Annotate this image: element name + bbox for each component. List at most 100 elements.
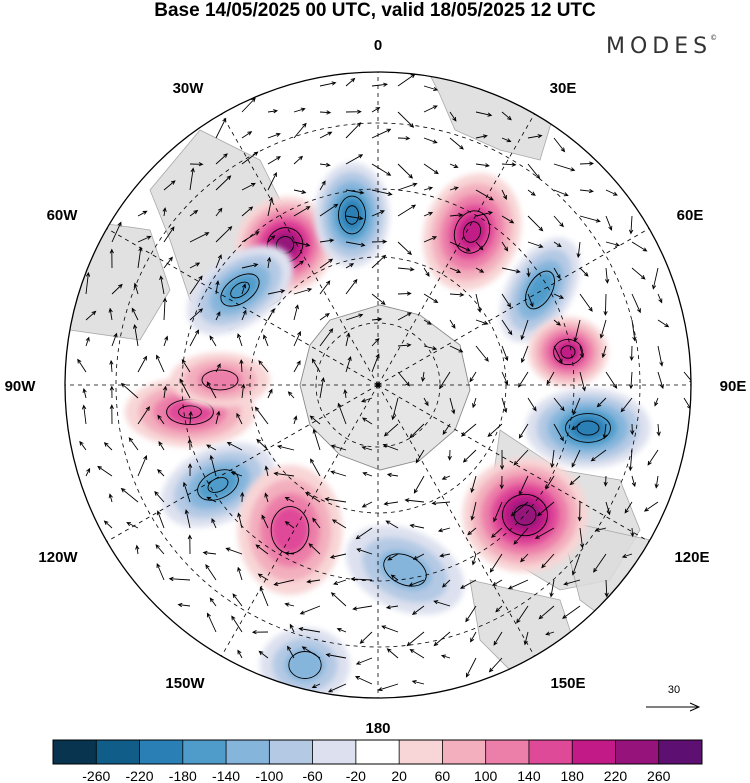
wind-vector bbox=[189, 262, 201, 269]
wind-vector bbox=[630, 423, 635, 436]
wind-vector bbox=[293, 330, 301, 347]
wind-vector bbox=[156, 354, 165, 373]
wind-vector bbox=[97, 465, 113, 477]
wind-vector bbox=[82, 387, 87, 399]
wind-vector bbox=[449, 319, 456, 329]
wind-vector bbox=[330, 444, 347, 451]
wind-vector bbox=[135, 544, 140, 555]
wind-vector bbox=[501, 111, 512, 121]
wind-vector bbox=[631, 319, 637, 342]
wind-vector bbox=[413, 475, 425, 494]
wind-vector bbox=[593, 553, 607, 573]
wind-vector bbox=[569, 475, 581, 486]
wind-vector bbox=[128, 437, 139, 451]
wind-vector bbox=[319, 328, 334, 347]
colorbar-segment bbox=[485, 740, 530, 764]
wind-vector bbox=[81, 404, 87, 425]
wind-vector bbox=[187, 534, 193, 555]
wind-vector bbox=[319, 131, 333, 139]
wind-vector bbox=[293, 189, 307, 194]
wind-vector bbox=[553, 189, 569, 197]
wind-vector bbox=[85, 467, 91, 477]
wind-vector bbox=[571, 553, 581, 576]
wind-vector bbox=[579, 161, 595, 166]
wind-vector bbox=[371, 239, 388, 244]
wind-vector bbox=[293, 241, 311, 247]
wind-vector bbox=[352, 605, 373, 611]
wind-vector bbox=[131, 307, 139, 321]
wind-vector bbox=[264, 492, 269, 503]
wind-vector bbox=[553, 215, 564, 228]
colorbar-segment bbox=[658, 740, 703, 764]
wind-vector bbox=[162, 207, 167, 217]
wind-vector bbox=[475, 163, 490, 168]
wind-vector bbox=[230, 471, 243, 477]
wind-vector bbox=[433, 600, 451, 607]
lon-label-150w: 150W bbox=[165, 675, 205, 692]
positive-anomaly-center bbox=[170, 352, 270, 408]
wind-vector bbox=[423, 236, 438, 243]
wind-vector bbox=[371, 163, 392, 176]
wind-vector bbox=[257, 573, 269, 581]
wind-vector bbox=[499, 449, 505, 471]
wind-vector bbox=[273, 579, 295, 586]
wind-vector bbox=[631, 267, 646, 280]
wind-vector bbox=[520, 345, 529, 364]
wind-vector bbox=[237, 333, 243, 347]
wind-vector bbox=[549, 579, 555, 598]
wind-vector bbox=[629, 345, 634, 362]
colorbar-tick-label: 180 bbox=[561, 768, 585, 783]
wind-vector bbox=[137, 210, 148, 217]
wind-vector bbox=[538, 605, 555, 620]
wind-vector bbox=[386, 648, 399, 659]
wind-vector bbox=[241, 151, 259, 165]
wind-vector bbox=[189, 209, 199, 217]
wind-vector bbox=[111, 283, 123, 295]
wind-vector bbox=[255, 544, 269, 555]
wind-vector bbox=[241, 263, 259, 269]
wind-vector bbox=[449, 345, 464, 353]
colorbar-segment bbox=[53, 740, 97, 764]
wind-vector bbox=[293, 122, 307, 139]
wind-vector bbox=[449, 212, 464, 218]
wind-vector bbox=[237, 649, 243, 659]
lon-label-60e: 60E bbox=[677, 207, 704, 224]
wind-vector bbox=[397, 182, 418, 191]
wind-vector bbox=[553, 423, 564, 442]
wind-vector bbox=[241, 131, 253, 139]
wind-vector bbox=[475, 189, 494, 201]
negative-anomaly-center bbox=[499, 237, 581, 343]
wind-vector bbox=[298, 626, 321, 633]
colorbar-tick-label: -100 bbox=[255, 768, 283, 783]
wind-vector bbox=[631, 293, 641, 314]
wind-vector bbox=[527, 293, 534, 308]
colorbar-tick-label: 100 bbox=[474, 768, 498, 783]
wind-vector bbox=[155, 544, 165, 555]
lon-label-60w: 60W bbox=[47, 207, 79, 224]
colorbar-tick-label: -260 bbox=[82, 768, 110, 783]
wind-vector bbox=[241, 182, 256, 191]
wind-vector bbox=[284, 551, 295, 556]
reference-vector-label: 30 bbox=[668, 684, 680, 696]
wind-vector bbox=[423, 319, 432, 325]
wind-vector bbox=[571, 449, 581, 468]
wind-vector bbox=[264, 465, 269, 477]
wind-vector bbox=[345, 189, 365, 195]
wind-vector bbox=[241, 97, 256, 113]
wind-vector bbox=[423, 293, 439, 303]
wind-vector bbox=[656, 423, 661, 437]
colorbar-tick-label: 20 bbox=[391, 768, 407, 783]
colorbar-tick-label: -20 bbox=[346, 768, 366, 783]
wind-vector bbox=[319, 312, 330, 321]
lon-label-180: 180 bbox=[365, 720, 390, 737]
positive-anomaly-center bbox=[422, 173, 522, 291]
positive-anomaly-center bbox=[237, 465, 343, 595]
wind-vector bbox=[553, 397, 565, 412]
wind-vector bbox=[345, 109, 362, 114]
wind-vector bbox=[162, 385, 168, 399]
wind-vector bbox=[630, 527, 635, 538]
negative-anomaly-center bbox=[525, 388, 651, 468]
wind-vector bbox=[470, 501, 477, 521]
wind-vector bbox=[361, 445, 373, 451]
wind-vector bbox=[621, 553, 633, 558]
